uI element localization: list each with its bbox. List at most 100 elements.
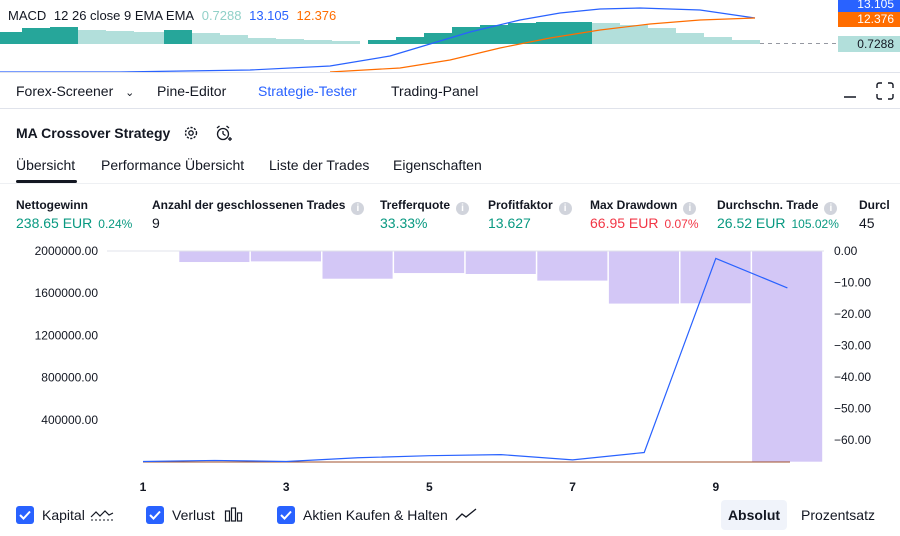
macd-hist-bar [248,38,276,44]
info-icon[interactable]: i [456,202,470,215]
metric-label-avg-trade: Durchschn. Trade i [717,198,838,215]
verlust-label: Verlust [172,507,215,523]
macd-hist-bar [304,40,332,44]
tab-pine-editor[interactable]: Pine-Editor [157,83,227,99]
metric-value-avg-trade: 26.52 EUR 105.02% [717,215,839,231]
metric-value-max-drawdown: 66.95 EUR 0.07% [590,215,699,231]
macd-hist-bar [332,41,360,44]
metric-pct-net-profit: 0.24% [98,217,133,231]
metric-value-avg-bars: 45 [859,215,875,231]
macd-hist-bar [676,33,704,44]
drawdown-bar [752,251,823,462]
info-icon[interactable]: i [824,202,838,215]
macd-line [0,7,756,72]
maximize-icon[interactable] [876,82,894,100]
absolute-button[interactable]: Absolut [721,500,787,530]
macd-hist-value: 0.7288 [201,8,242,23]
right-axis-tick: −10.00 [834,275,871,289]
macd-hist-bar [78,30,106,44]
strategy-title: MA Crossover Strategy [16,125,171,141]
chevron-down-icon[interactable]: ⌄ [125,87,135,99]
macd-hist-bar [480,25,508,44]
macd-price-badge: 13.105 [838,0,900,12]
line-chart-icon [90,510,114,521]
drawdown-bar [250,251,321,262]
macd-hist-bar [134,32,164,44]
x-axis-tick: 9 [712,480,719,494]
bottom-toolbar: Forex-Screener ⌄ Pine-Editor Strategie-T… [0,73,900,109]
metric-pct-avg-trade: 105.02% [791,217,839,231]
macd-hist-bar [50,27,78,44]
tab-trading-panel[interactable]: Trading-Panel [391,83,479,99]
metric-value-profit-factor: 13.627 [488,215,531,231]
x-axis-tick: 1 [140,480,147,494]
tab-uebersicht[interactable]: Übersicht [16,157,76,173]
kapital-checkbox[interactable] [16,506,34,524]
macd-pane: MACD 12 26 close 9 EMA EMA 0.7288 13.105… [0,0,900,72]
gear-icon[interactable] [183,125,199,141]
metric-label-profit-factor: Profitfaktor i [488,198,572,215]
info-icon[interactable]: i [558,202,572,215]
macd-hist-bar [276,39,304,44]
x-axis-tick: 3 [283,480,290,494]
macd-hist-bar [732,40,760,44]
macd-hist-bar [368,40,396,44]
metric-label-win-rate: Trefferquote i [380,198,470,215]
tab-trades-list[interactable]: Liste der Trades [269,157,370,173]
metric-value-closed-trades: 9 [152,215,160,231]
macd-hist-bar [22,28,50,44]
info-icon[interactable]: i [683,202,697,215]
metric-label-max-drawdown: Max Drawdown i [590,198,697,215]
tab-forex-screener[interactable]: Forex-Screener ⌄ [16,83,134,99]
right-axis-tick: −30.00 [834,338,871,352]
drawdown-bar [322,251,393,279]
right-axis-tick: 0.00 [834,244,858,258]
x-axis-tick: 7 [569,480,576,494]
left-axis-tick: 2000000.00 [35,244,99,258]
macd-hist-bar [220,35,248,44]
macd-value: 13.105 [249,8,289,23]
trend-line-icon [455,508,477,521]
right-axis-tick: −50.00 [834,401,871,415]
tab-properties[interactable]: Eigenschaften [393,157,482,173]
tab-strategy-tester[interactable]: Strategie-Tester [258,83,357,99]
drawdown-bar [537,251,608,281]
percent-button[interactable]: Prozentsatz [801,507,875,523]
left-axis-tick: 1200000.00 [35,328,99,342]
signal-value: 12.376 [296,8,337,23]
verlust-checkbox[interactable] [146,506,164,524]
left-axis-tick: 400000.00 [41,413,98,427]
info-icon[interactable]: i [351,202,365,215]
drawdown-bar [179,251,250,263]
alarm-add-icon[interactable] [215,124,233,142]
drawdown-bar [465,251,536,274]
hist-price-badge: 0.7288 [838,36,900,52]
pane-divider[interactable] [0,72,900,73]
macd-hist-bar [396,37,424,44]
macd-hist-bar [0,32,22,44]
macd-hist-bar [704,37,732,44]
left-axis-tick: 800000.00 [41,371,98,385]
minimize-icon[interactable] [842,84,858,100]
drawdown-bar [608,251,679,304]
tab-performance[interactable]: Performance Übersicht [101,157,245,173]
macd-hist-bar [424,33,452,44]
metric-value-net-profit: 238.65 EUR 0.24% [16,215,133,231]
macd-params: 12 26 close 9 EMA EMA [53,8,195,23]
equity-chart: 2000000.00 1600000.00 1200000.00 800000.00 4… [35,244,872,494]
signal-line [329,17,756,72]
right-axis-tick: −40.00 [834,370,871,384]
metric-label-net-profit: Nettogewinn [16,198,88,212]
macd-hist-bar [452,27,480,44]
metric-value-win-rate: 33.33% [380,215,428,231]
buy-hold-checkbox[interactable] [277,506,295,524]
macd-hist-bar [620,25,648,44]
macd-legend: MACD 12 26 close 9 EMA EMA 0.7288 13.105… [8,8,340,23]
metric-label-closed-trades: Anzahl der geschlossenen Trades i [152,198,365,215]
macd-label: MACD [8,8,47,23]
macd-plot [0,7,836,72]
signal-price-badge: 12.376 [838,12,900,27]
buy-hold-label: Aktien Kaufen & Halten [303,507,448,523]
kapital-label: Kapital [42,507,85,523]
